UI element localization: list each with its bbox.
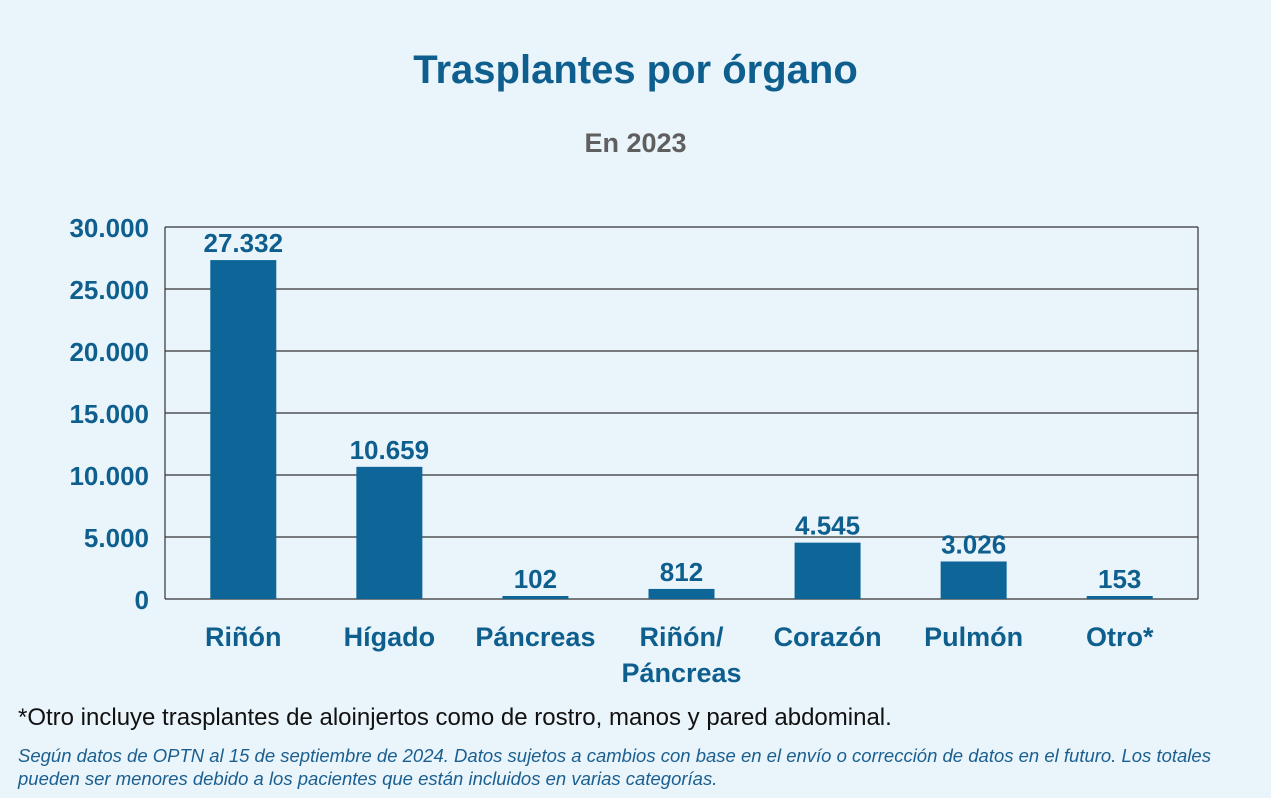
bar	[356, 466, 423, 599]
x-category-label: Riñón	[205, 622, 281, 652]
x-category-label: Pulmón	[924, 622, 1023, 652]
bar-value-label: 4.545	[795, 511, 860, 541]
y-tick-label: 0	[135, 585, 149, 615]
x-category-label: Páncreas	[621, 658, 741, 688]
y-tick-label: 20.000	[69, 337, 149, 367]
bar	[1086, 596, 1153, 599]
bar-chart: 0 5.000 10.000 15.000 20.000 25.000 30.000 27.3…	[69, 213, 1199, 688]
bar	[210, 260, 277, 599]
bar	[648, 588, 715, 599]
y-tick-label: 15.000	[69, 399, 149, 429]
x-category-label: Páncreas	[475, 622, 595, 652]
chart-title: Trasplantes por órgano	[413, 48, 858, 92]
bar-value-label: 102	[514, 564, 557, 594]
bar	[794, 542, 861, 599]
x-category-label: Corazón	[774, 622, 882, 652]
chart-subtitle: En 2023	[584, 128, 687, 158]
y-tick-label: 25.000	[69, 275, 149, 305]
x-category-label: Hígado	[344, 622, 436, 652]
y-tick-label: 5.000	[84, 523, 149, 553]
bar-value-label: 27.332	[204, 228, 284, 258]
bar-value-label: 3.026	[941, 529, 1006, 559]
y-tick-label: 10.000	[69, 461, 149, 491]
source-note: Según datos de OPTN al 15 de septiembre …	[18, 745, 1211, 789]
x-category-label: Riñón/	[640, 622, 724, 652]
y-tick-label: 30.000	[69, 213, 149, 243]
bar-value-label: 812	[660, 557, 703, 587]
x-category-label: Otro*	[1086, 622, 1154, 652]
bar-value-label: 10.659	[350, 435, 430, 465]
bar	[502, 596, 569, 599]
bar	[940, 561, 1007, 599]
bar-value-label: 153	[1098, 564, 1141, 594]
footnote: *Otro incluye trasplantes de aloinjertos…	[18, 704, 892, 731]
